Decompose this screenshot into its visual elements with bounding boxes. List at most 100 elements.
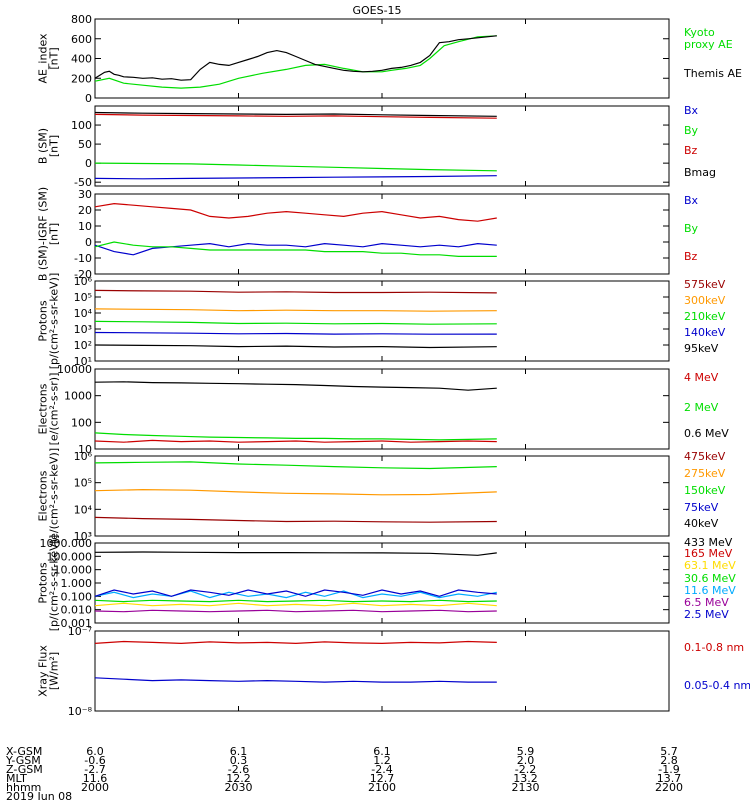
x-tick-label: -0.6 bbox=[84, 754, 105, 767]
x-tick-label: 12.2 bbox=[226, 772, 251, 785]
y-tick-label: 0.010 bbox=[61, 604, 93, 617]
legend-entry: Bz bbox=[684, 250, 698, 263]
y-tick-label: 1000.000 bbox=[40, 537, 93, 550]
series-line bbox=[94, 640, 497, 645]
x-tick-label: 5.9 bbox=[517, 745, 535, 758]
series-line bbox=[94, 289, 497, 294]
x-tick-label: 2130 bbox=[512, 781, 540, 794]
y-tick-label: 0.001 bbox=[61, 617, 93, 630]
series-line bbox=[94, 331, 497, 335]
legend-entry: 30.6 MeV bbox=[684, 572, 736, 585]
y-axis-label: [nT] bbox=[48, 223, 61, 245]
panel-frame bbox=[94, 105, 670, 187]
legend-entry: 4 MeV bbox=[684, 371, 719, 384]
y-tick-label: 100.000 bbox=[47, 550, 93, 563]
series-line bbox=[94, 202, 497, 222]
legend-entry: 165 MeV bbox=[684, 547, 733, 560]
legend-entry: 95keV bbox=[684, 342, 719, 355]
y-tick-label: 0.100 bbox=[61, 590, 93, 603]
figure-title: GOES-15 bbox=[352, 4, 401, 17]
y-tick-label: 10⁵ bbox=[74, 477, 92, 490]
y-tick-label: 10³ bbox=[74, 323, 92, 336]
legend-entry: 11.6 MeV bbox=[684, 584, 736, 597]
x-tick-label: -2.2 bbox=[515, 763, 536, 776]
y-axis-label: Protons bbox=[37, 300, 50, 341]
legend-entry: 6.5 MeV bbox=[684, 596, 729, 609]
x-tick-label: 2000 bbox=[81, 781, 109, 794]
y-tick-label: 10 bbox=[78, 443, 92, 456]
series-line bbox=[94, 175, 497, 180]
x-tick-label: 1.2 bbox=[373, 754, 391, 767]
x-axis-table: X-GSM 6.0 6.1 6.1 5.9 5.7 Y-GSM -0.6 0.3 1.2 2.0 2.… bbox=[5, 745, 683, 800]
legend-entry: 140keV bbox=[684, 326, 726, 339]
x-tick-label: -2.6 bbox=[228, 763, 249, 776]
panel-3: -20 -10 0 10 20 30 B (SM)-IGRF (SM)[nT] Bx By Bz bbox=[37, 187, 699, 281]
x-tick-label: -2.4 bbox=[371, 763, 392, 776]
x-tick-label: 6.1 bbox=[230, 745, 248, 758]
series-line bbox=[94, 589, 497, 597]
y-tick-label: 10⁶ bbox=[74, 275, 93, 288]
legend-entry: By bbox=[684, 222, 699, 235]
y-axis-label: [p/(cm²-s-sr-keV)] bbox=[48, 535, 61, 632]
x-tick-label: 0.3 bbox=[230, 754, 248, 767]
y-tick-label: 10⁻⁸ bbox=[68, 705, 93, 718]
panel-7: 0.0010.0100.1001.00010.000100.0001000.00… bbox=[37, 535, 737, 632]
x-tick-label: -1.9 bbox=[658, 763, 679, 776]
panel-4: 10¹ 10² 10³ 10⁴ 10⁵ 10⁶ Protons[p/(cm²-s-sr-ke… bbox=[37, 273, 726, 370]
legend-entry: proxy AE bbox=[684, 38, 733, 51]
y-tick-label: 10.000 bbox=[54, 564, 93, 577]
x-tick-label: 2.8 bbox=[660, 754, 678, 767]
y-tick-label: 10¹ bbox=[74, 355, 92, 368]
legend-entry: Themis AE bbox=[683, 67, 742, 80]
legend-entry: 0.05-0.4 nm bbox=[684, 679, 750, 692]
y-tick-label: 800 bbox=[71, 13, 92, 26]
panel-2: -50 0 50 100 B (SM)[nT] Bx By Bz Bmag bbox=[37, 104, 717, 189]
series-line bbox=[94, 241, 497, 257]
y-tick-label: -50 bbox=[74, 176, 92, 189]
series-line bbox=[94, 488, 497, 496]
x-tick-label: 6.1 bbox=[373, 745, 391, 758]
legend-entry: 2 MeV bbox=[684, 401, 719, 414]
y-tick-label: 10³ bbox=[74, 530, 92, 543]
y-axis-label: [W/m²] bbox=[48, 652, 61, 690]
series-line bbox=[94, 677, 497, 683]
y-axis-label: Electrons bbox=[37, 470, 50, 521]
panel-frame bbox=[94, 193, 670, 275]
legend-entry: Bz bbox=[684, 144, 698, 157]
x-tick-label: 5.7 bbox=[660, 745, 678, 758]
legend-entry: 0.1-0.8 nm bbox=[684, 641, 744, 654]
series-line bbox=[94, 461, 497, 470]
series-line bbox=[94, 551, 497, 556]
legend-entry: 210keV bbox=[684, 310, 726, 323]
panel-frame bbox=[94, 18, 670, 99]
series-line bbox=[94, 602, 497, 607]
y-axis-label: [e/(cm²-s-sr-keV)] bbox=[48, 448, 61, 544]
legend-entry: 575keV bbox=[684, 278, 726, 291]
x-row-label: MLT bbox=[6, 772, 27, 785]
legend-entry: Bx bbox=[684, 104, 699, 117]
panel-frame bbox=[94, 368, 670, 450]
x-tick-label: 2.0 bbox=[517, 754, 535, 767]
y-tick-label: 10² bbox=[74, 339, 92, 352]
y-tick-label: 200 bbox=[71, 72, 92, 85]
x-tick-label: 2030 bbox=[225, 781, 253, 794]
x-tick-label: 6.0 bbox=[86, 745, 104, 758]
y-tick-label: 100 bbox=[71, 416, 92, 429]
y-axis-label: Protons bbox=[37, 562, 50, 603]
panel-8: 10⁻⁸ 10⁻⁷ Xray Flux[W/m²] 0.1-0.8 nm 0.05-0.… bbox=[37, 625, 750, 718]
y-axis-label: B (SM) bbox=[37, 128, 50, 164]
panel-5: 10 100 1000 10000 Electrons[e/(cm²-s-sr)] 4 M… bbox=[37, 363, 730, 456]
legend-entry: Kyoto bbox=[684, 26, 715, 39]
legend-entry: 40keV bbox=[684, 517, 719, 530]
x-row-label: hhmm bbox=[6, 781, 41, 794]
series-line bbox=[94, 381, 497, 391]
y-tick-label: 0 bbox=[85, 157, 92, 170]
date-label: 2019 Jun 08 bbox=[6, 790, 72, 800]
y-axis-label: B (SM)-IGRF (SM) bbox=[37, 187, 50, 281]
legend-entry: 75keV bbox=[684, 501, 719, 514]
y-tick-label: 0 bbox=[85, 92, 92, 105]
series-line bbox=[94, 162, 497, 172]
series-line bbox=[94, 590, 497, 599]
y-axis-label: [e/(cm²-s-sr)] bbox=[48, 373, 61, 446]
